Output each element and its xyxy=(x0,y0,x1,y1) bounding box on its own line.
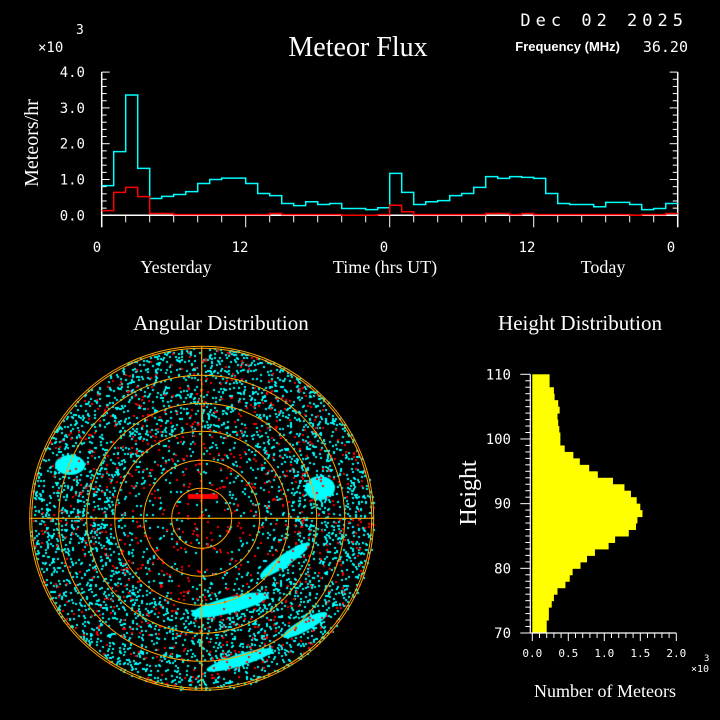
height-x-tick-label: 0.5 xyxy=(558,647,578,660)
height-bar xyxy=(532,626,547,634)
height-bar xyxy=(532,587,558,595)
height-bar xyxy=(532,594,554,602)
height-bar xyxy=(532,413,558,421)
height-x-tick-label: 0.0 xyxy=(522,647,542,660)
height-bar xyxy=(532,400,559,408)
height-y-axis-title: Height xyxy=(456,460,482,526)
height-bar xyxy=(532,555,588,563)
height-bar xyxy=(532,484,625,492)
page-title: Meteor Flux xyxy=(288,32,427,63)
frequency-value: 36.20 xyxy=(643,38,688,56)
height-bar xyxy=(532,451,574,459)
flux-series-line-0 xyxy=(101,94,678,211)
height-bar xyxy=(532,458,580,466)
height-bar xyxy=(532,548,595,556)
height-x-exponent: 3 xyxy=(704,654,709,664)
height-bar xyxy=(532,490,631,498)
height-bars xyxy=(532,374,643,634)
height-bar xyxy=(532,535,616,543)
yesterday-label: Yesterday xyxy=(140,257,211,277)
height-bar xyxy=(532,581,566,589)
height-bar xyxy=(532,374,550,382)
date-label: Dec 02 2025 xyxy=(520,11,688,31)
y-tick-label: 0.0 xyxy=(60,208,85,224)
flux-series-line-1 xyxy=(101,186,678,217)
height-bar xyxy=(532,497,637,505)
height-x-axis-title: Number of Meteors xyxy=(534,681,676,701)
height-y-tick-label: 80 xyxy=(494,561,511,577)
height-y-tick-label: 100 xyxy=(486,432,511,448)
height-bar xyxy=(532,529,629,537)
height-y-tick-label: 70 xyxy=(494,626,511,642)
y-tick-label: 2.0 xyxy=(60,137,85,153)
height-bar xyxy=(532,445,565,453)
height-bar xyxy=(532,438,561,446)
flux-axes: 0.0 1.0 2.0 3.0 4.0 xyxy=(60,65,679,228)
y-tick-label: 1.0 xyxy=(60,173,85,189)
x-tick-label: 0 xyxy=(380,240,388,256)
frequency-label: Frequency (MHz) xyxy=(515,39,620,54)
height-bar xyxy=(532,380,550,388)
flux-y-axis-title: Meteors/hr xyxy=(21,99,43,187)
height-bar xyxy=(532,477,613,485)
height-x-tick-label: 1.0 xyxy=(594,647,614,660)
x-tick-label: 0 xyxy=(93,240,101,256)
height-y-tick-label: 90 xyxy=(494,497,511,513)
height-y-tick-label: 110 xyxy=(486,367,511,383)
height-bar xyxy=(532,510,643,518)
height-x-tick-label: 2.0 xyxy=(666,647,686,660)
height-distribution-title: Height Distribution xyxy=(498,311,662,335)
height-bar xyxy=(532,419,559,427)
height-bar xyxy=(532,561,581,569)
flux-multiplier: ×10 xyxy=(38,40,63,56)
height-bar xyxy=(532,426,560,434)
height-bar xyxy=(532,464,590,472)
x-tick-label: 0 xyxy=(667,240,675,256)
height-bar xyxy=(532,574,570,582)
height-bar xyxy=(532,620,547,628)
height-bar xyxy=(532,600,552,608)
today-label: Today xyxy=(581,257,626,277)
height-bar xyxy=(532,406,560,414)
height-bar xyxy=(532,432,561,440)
y-tick-label: 3.0 xyxy=(60,101,85,117)
height-bar xyxy=(532,387,554,395)
height-bar xyxy=(532,542,609,550)
flux-series xyxy=(101,94,678,217)
polar-grid xyxy=(29,345,375,691)
angular-distribution-title: Angular Distribution xyxy=(133,311,309,335)
height-bar xyxy=(532,471,598,479)
flux-x-axis-title: Time (hrs UT) xyxy=(333,257,437,278)
y-tick-label: 4.0 xyxy=(60,65,85,81)
height-axes: 110 100 90 80 70 0.0 0.5 1.0 1.5 2.0 xyxy=(486,367,687,660)
height-bar xyxy=(532,523,636,531)
height-bar xyxy=(532,568,573,576)
x-tick-label: 12 xyxy=(232,240,249,256)
x-tick-label: 12 xyxy=(519,240,536,256)
height-bar xyxy=(532,503,641,511)
height-x-tick-label: 1.5 xyxy=(630,647,650,660)
height-bar xyxy=(532,607,549,615)
flux-exponent: 3 xyxy=(76,23,84,38)
height-x-multiplier: ×10 xyxy=(691,664,709,675)
height-bar xyxy=(532,613,549,621)
height-bar xyxy=(532,516,638,524)
height-bar xyxy=(532,393,555,401)
